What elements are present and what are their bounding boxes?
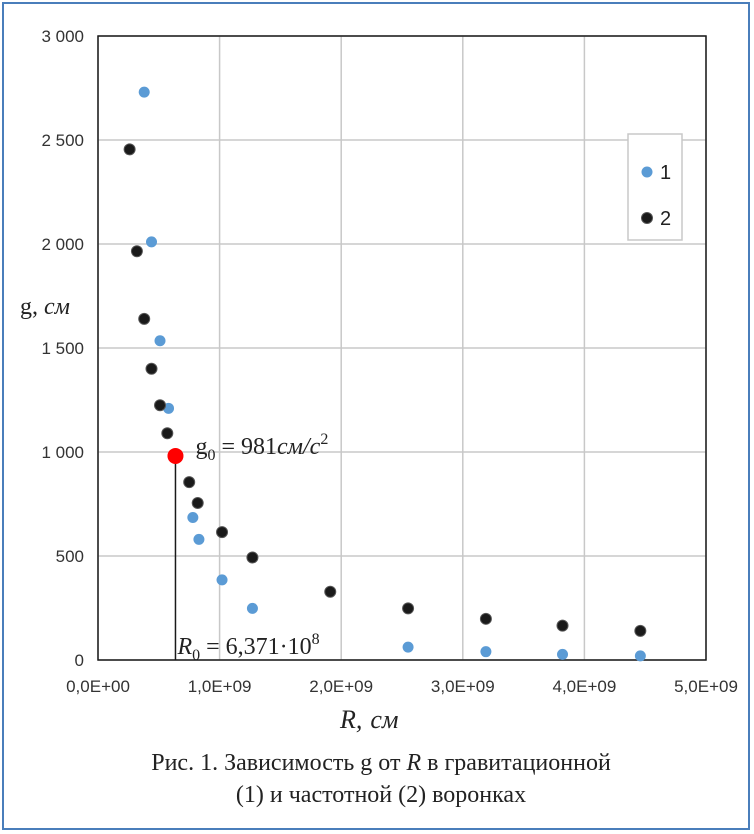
y-axis-label: g, см — [20, 294, 70, 320]
g0-label-unit: см/с — [277, 434, 321, 460]
data-points — [124, 87, 646, 662]
x-axis-label-unit: см — [370, 705, 398, 734]
x-tick-label: 0,0E+00 — [66, 677, 130, 696]
g0-label-value: = 981 — [215, 434, 277, 460]
y-tick-labels: 0 500 1 000 1 500 2 000 2 500 3 000 — [41, 27, 84, 670]
x-tick-label: 5,0E+09 — [674, 677, 738, 696]
series-2-point — [247, 552, 258, 563]
series-1-point — [155, 335, 166, 346]
r0-label: R0 = 6,371·108 — [176, 631, 319, 664]
x-tick-label: 3,0E+09 — [431, 677, 495, 696]
series-2-point — [162, 428, 173, 439]
y-tick-label: 0 — [75, 651, 84, 670]
x-tick-label: 2,0E+09 — [309, 677, 373, 696]
figure-caption: Рис. 1. Зависимость g от R в гравитацион… — [4, 747, 754, 811]
series-1-point — [139, 87, 150, 98]
legend-label-2: 2 — [660, 208, 671, 230]
caption-line-1-var: R — [406, 750, 421, 776]
series-1-point — [187, 512, 198, 523]
caption-line-1-pre: Рис. 1. Зависимость g от — [151, 750, 406, 776]
x-tick-label: 1,0E+09 — [188, 677, 252, 696]
series-1-point — [217, 574, 228, 585]
series-2-point — [155, 400, 166, 411]
caption-line-2: (1) и частотной (2) воронках — [4, 779, 754, 811]
series-2-point — [192, 497, 203, 508]
caption-line-1-post: в гравитационной — [421, 750, 611, 776]
x-axis-label-symbol: R, — [339, 705, 362, 734]
x-tick-label: 4,0E+09 — [552, 677, 616, 696]
series-1-point — [247, 603, 258, 614]
series-2-point — [325, 586, 336, 597]
series-2-point — [131, 246, 142, 257]
series-2-point — [184, 477, 195, 488]
series-1-point — [557, 649, 568, 660]
x-tick-labels: 0,0E+00 1,0E+09 2,0E+09 3,0E+09 4,0E+09 5,0E+… — [66, 677, 738, 696]
g0-label-superscript: 2 — [320, 431, 328, 448]
r0-label-subscript: 0 — [192, 647, 200, 664]
series-2-point — [557, 620, 568, 631]
g0-label-subscript: 0 — [207, 447, 215, 464]
y-tick-label: 500 — [56, 547, 84, 566]
series-2-point — [403, 603, 414, 614]
y-tick-label: 1 500 — [41, 339, 84, 358]
scatter-chart: 0,0E+00 1,0E+09 2,0E+09 3,0E+09 4,0E+09 5,0E+… — [4, 4, 748, 828]
caption-line-1: Рис. 1. Зависимость g от R в гравитацион… — [4, 747, 754, 779]
series-1-point — [635, 650, 646, 661]
series-2-point — [480, 613, 491, 624]
legend: 12 — [628, 134, 682, 240]
series-2-point — [217, 527, 228, 538]
y-tick-label: 2 500 — [41, 131, 84, 150]
legend-label-1: 1 — [660, 162, 671, 184]
series-2-point — [124, 144, 135, 155]
legend-marker-2 — [642, 213, 653, 224]
g0-highlight-point — [167, 448, 183, 464]
series-2-point — [146, 363, 157, 374]
legend-box — [628, 134, 682, 240]
r0-label-superscript: 8 — [312, 631, 320, 648]
y-axis-label-unit: см — [44, 294, 70, 320]
y-tick-label: 1 000 — [41, 443, 84, 462]
x-axis-label: R, см — [339, 705, 399, 734]
y-tick-label: 3 000 — [41, 27, 84, 46]
r0-label-value: = 6,371·10 — [200, 634, 312, 660]
series-1-point — [403, 642, 414, 653]
g0-label: g0 = 981см/с2 — [195, 431, 328, 464]
y-axis-label-symbol: g, — [20, 294, 38, 320]
grid — [98, 36, 706, 660]
r0-label-symbol: R — [176, 634, 192, 660]
legend-marker-1 — [642, 167, 653, 178]
series-1-point — [193, 534, 204, 545]
series-1-point — [146, 236, 157, 247]
series-2-point — [635, 625, 646, 636]
series-1-point — [480, 646, 491, 657]
series-2-point — [139, 313, 150, 324]
g0-label-symbol: g — [195, 434, 207, 460]
y-tick-label: 2 000 — [41, 235, 84, 254]
